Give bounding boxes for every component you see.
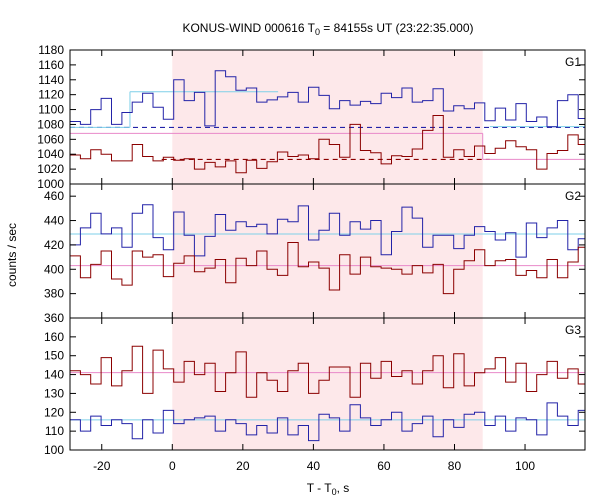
panel-label: G2: [565, 189, 581, 203]
x-tick-label: 60: [377, 459, 391, 473]
chart-title-main: KONUS-WIND 000616 T: [182, 21, 315, 35]
x-tick-label: 80: [448, 459, 462, 473]
y-tick-label: 1020: [37, 162, 64, 176]
x-axis-label-rest: , s: [337, 481, 350, 495]
y-axis-label: counts / sec: [5, 223, 19, 287]
plot-layer: 1000102010401060108011001120114011601180…: [37, 43, 586, 473]
y-tick-label: 400: [44, 262, 64, 276]
x-tick-label: 20: [236, 459, 250, 473]
x-axis-label-sub: 0: [332, 487, 337, 497]
series-red-line: [70, 345, 585, 398]
panel-label: G3: [565, 323, 581, 337]
chart-title: KONUS-WIND 000616 T0 = 84155s UT (23:22:…: [182, 21, 473, 37]
y-tick-label: 440: [44, 214, 64, 228]
series-red-line: [70, 242, 585, 295]
y-tick-label: 1120: [38, 88, 64, 102]
y-tick-label: 1100: [38, 103, 64, 117]
y-tick-label: 1040: [37, 147, 64, 161]
x-tick-label: 100: [515, 459, 535, 473]
y-tick-label: 360: [44, 311, 64, 325]
panel-plot-area: [70, 70, 585, 174]
series-red-line: [70, 115, 585, 174]
panel-plot-area: [70, 345, 585, 442]
y-tick-label: 460: [44, 189, 64, 203]
series-blue-line: [70, 70, 585, 128]
y-tick-label: 130: [44, 386, 64, 400]
y-tick-label: 110: [45, 424, 64, 438]
series-blue-line: [70, 204, 585, 258]
y-tick-label: 1180: [38, 43, 64, 57]
highlight-interval: [172, 50, 483, 450]
panel-g3: 100 110 120 130 140 150 160 G3: [44, 317, 586, 457]
chart-title-rest: = 84155s UT (23:22:35.000): [320, 21, 474, 35]
y-tick-label: 420: [44, 238, 64, 252]
y-tick-label: 120: [44, 405, 64, 419]
panel-g1: 1000102010401060108011001120114011601180…: [37, 43, 586, 191]
panel-label: G1: [565, 55, 581, 69]
x-tick-label: 40: [307, 459, 321, 473]
y-tick-label: 100: [44, 443, 64, 457]
y-tick-label: 160: [44, 330, 64, 344]
y-tick-label: 1140: [38, 73, 64, 87]
panel-frame: [69, 317, 586, 451]
chart-title-sub: 0: [315, 27, 320, 37]
panel-g2: 360 380 400 420 440 460 G2: [44, 183, 586, 325]
x-tick-label: 0: [169, 459, 176, 473]
y-tick-label: 1080: [37, 117, 64, 131]
y-tick-label: 140: [44, 368, 64, 382]
y-tick-label: 1060: [37, 132, 64, 146]
y-tick-label: 1160: [38, 58, 64, 72]
panel-plot-area: [70, 204, 585, 295]
y-tick-label: 380: [44, 287, 64, 301]
series-blue-line: [70, 402, 585, 442]
x-axis-label: T - T0, s: [307, 481, 350, 497]
x-tick-label: -20: [93, 459, 111, 473]
y-tick-label: 1000: [37, 177, 64, 191]
y-tick-label: 150: [44, 349, 64, 363]
x-axis-label-main: T - T: [307, 481, 333, 495]
